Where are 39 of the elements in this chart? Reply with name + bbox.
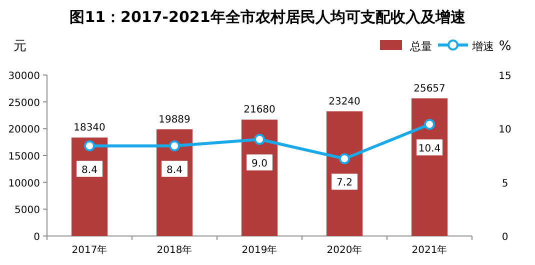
point: [169, 140, 180, 152]
chart-title: 图11：2017-2021年全市农村居民人均可支配收入及增速: [70, 8, 466, 26]
point: [424, 118, 435, 130]
data-label: 9.0: [252, 158, 268, 170]
legend-label: 总量: [409, 40, 432, 53]
y-tick-label: 15000: [8, 152, 40, 162]
y-tick-label: 20000: [8, 124, 40, 136]
x-tick-label: 2017年: [72, 244, 108, 256]
x-tick-label: 2019年: [242, 244, 278, 256]
point: [254, 134, 265, 145]
bar: [412, 98, 448, 236]
data-label: 21680: [244, 104, 276, 116]
data-label: 10.4: [418, 143, 441, 154]
y2-axis-title: %: [498, 39, 512, 54]
data-label: 8.4: [82, 164, 98, 176]
y-tick-label: 0: [34, 232, 40, 243]
data-label: 25657: [414, 83, 446, 94]
y2-tick-label: 0: [502, 232, 508, 243]
data-label: 18340: [74, 122, 106, 134]
y2-tick-label: 15: [498, 71, 512, 82]
x-tick-label: 2020年: [326, 244, 362, 256]
x-tick-label: 2021年: [412, 244, 448, 256]
data-label: 7.2: [336, 178, 352, 189]
legend-label: 增速: [471, 40, 494, 53]
bar: [326, 111, 362, 236]
y-tick-label: 10000: [8, 178, 40, 190]
data-label: 23240: [328, 96, 360, 108]
y-tick-label: 30000: [8, 71, 40, 82]
bar: [242, 120, 278, 236]
point: [339, 153, 350, 164]
y-tick-label: 25000: [8, 98, 40, 109]
x-tick-label: 2018年: [156, 244, 192, 256]
y2-tick-label: 5: [502, 178, 508, 190]
y-axis-title: 元: [14, 39, 26, 54]
y2-tick-label: 10: [498, 124, 512, 136]
data-label: 19889: [158, 114, 190, 126]
data-label: 8.4: [166, 164, 182, 176]
point: [84, 140, 95, 152]
y-tick-label: 5000: [14, 205, 40, 216]
